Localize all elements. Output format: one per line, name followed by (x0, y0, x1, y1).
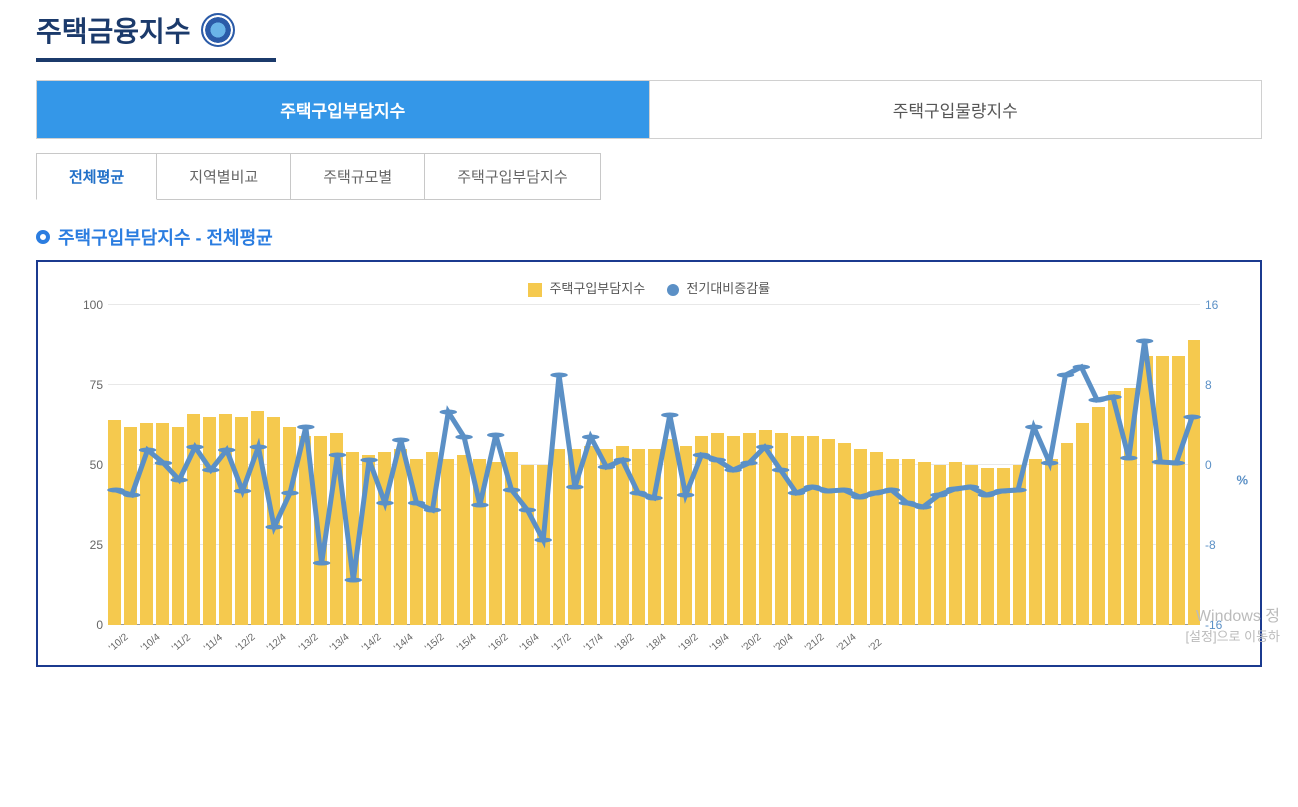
x-tick: '11/4 (202, 632, 225, 654)
main-tab-bar: 주택구입부담지수 주택구입물량지수 (36, 80, 1262, 139)
section-heading: 주택구입부담지수 - 전체평균 (36, 224, 1262, 250)
chart-legend: 주택구입부담지수 전기대비증감률 (58, 278, 1240, 297)
x-tick: '19/4 (708, 632, 731, 654)
main-tab-volume-index[interactable]: 주택구입물량지수 (650, 81, 1262, 138)
x-tick: '20/4 (772, 632, 795, 654)
sub-tab-burden-index[interactable]: 주택구입부담지수 (424, 153, 600, 200)
x-tick: '15/4 (455, 632, 478, 654)
x-tick: '10/4 (139, 632, 162, 654)
x-tick: '13/2 (297, 632, 320, 654)
x-tick: '19/2 (677, 632, 700, 654)
x-tick: '10/2 (107, 632, 130, 654)
x-tick: '14/2 (360, 632, 383, 654)
x-tick: '15/2 (424, 632, 447, 654)
section-heading-text: 주택구입부담지수 - 전체평균 (58, 224, 273, 250)
legend-line-label: 전기대비증감률 (686, 281, 770, 296)
x-tick: '17/2 (550, 632, 573, 654)
x-tick: '16/4 (518, 632, 541, 654)
sub-tab-by-region[interactable]: 지역별비교 (156, 153, 291, 200)
x-axis: '10/2 '10/4 '11/2 '11/4 '12/2 '12/4 '13/2 '13/4… (108, 625, 1200, 655)
logo-icon (201, 13, 235, 47)
sub-tab-bar: 전체평균 지역별비교 주택규모별 주택구입부담지수 (36, 153, 1262, 200)
x-tick: '12/4 (265, 632, 288, 654)
y-axis-right: -16-80816 (1205, 305, 1235, 625)
legend-bar-label: 주택구입부담지수 (549, 281, 645, 296)
sub-tab-by-size[interactable]: 주택규모별 (290, 153, 425, 200)
x-tick: '21/2 (803, 632, 826, 654)
x-tick: '18/2 (613, 632, 636, 654)
x-tick: '22 (867, 637, 884, 654)
chart-area: 0255075100 -16-80816 % '10/2'10/4'11/2'1… (108, 305, 1200, 655)
x-tick: '17/4 (582, 632, 605, 654)
page-title: 주택금융지수 (36, 10, 191, 50)
main-tab-burden-index[interactable]: 주택구입부담지수 (37, 81, 650, 138)
x-tick: '20/2 (740, 632, 763, 654)
x-tick: '12/2 (234, 632, 257, 654)
y-axis-left: 0255075100 (68, 305, 103, 625)
chart-plot (108, 305, 1200, 625)
chart-container: 주택구입부담지수 전기대비증감률 0255075100 -16-80816 % … (36, 260, 1262, 667)
y2-axis-label: % (1236, 473, 1248, 488)
legend-line-swatch (667, 284, 679, 296)
sub-tab-overall-avg[interactable]: 전체평균 (36, 153, 157, 200)
x-tick: '18/4 (645, 632, 668, 654)
chart-line (108, 305, 1200, 625)
x-tick: '14/4 (392, 632, 415, 654)
bullet-icon (36, 230, 50, 244)
title-underline (36, 58, 276, 62)
x-tick: '13/4 (329, 632, 352, 654)
legend-bar-swatch (528, 283, 542, 297)
x-tick: '11/2 (170, 632, 193, 654)
x-tick: '21/4 (835, 632, 858, 654)
x-tick: '16/2 (487, 632, 510, 654)
